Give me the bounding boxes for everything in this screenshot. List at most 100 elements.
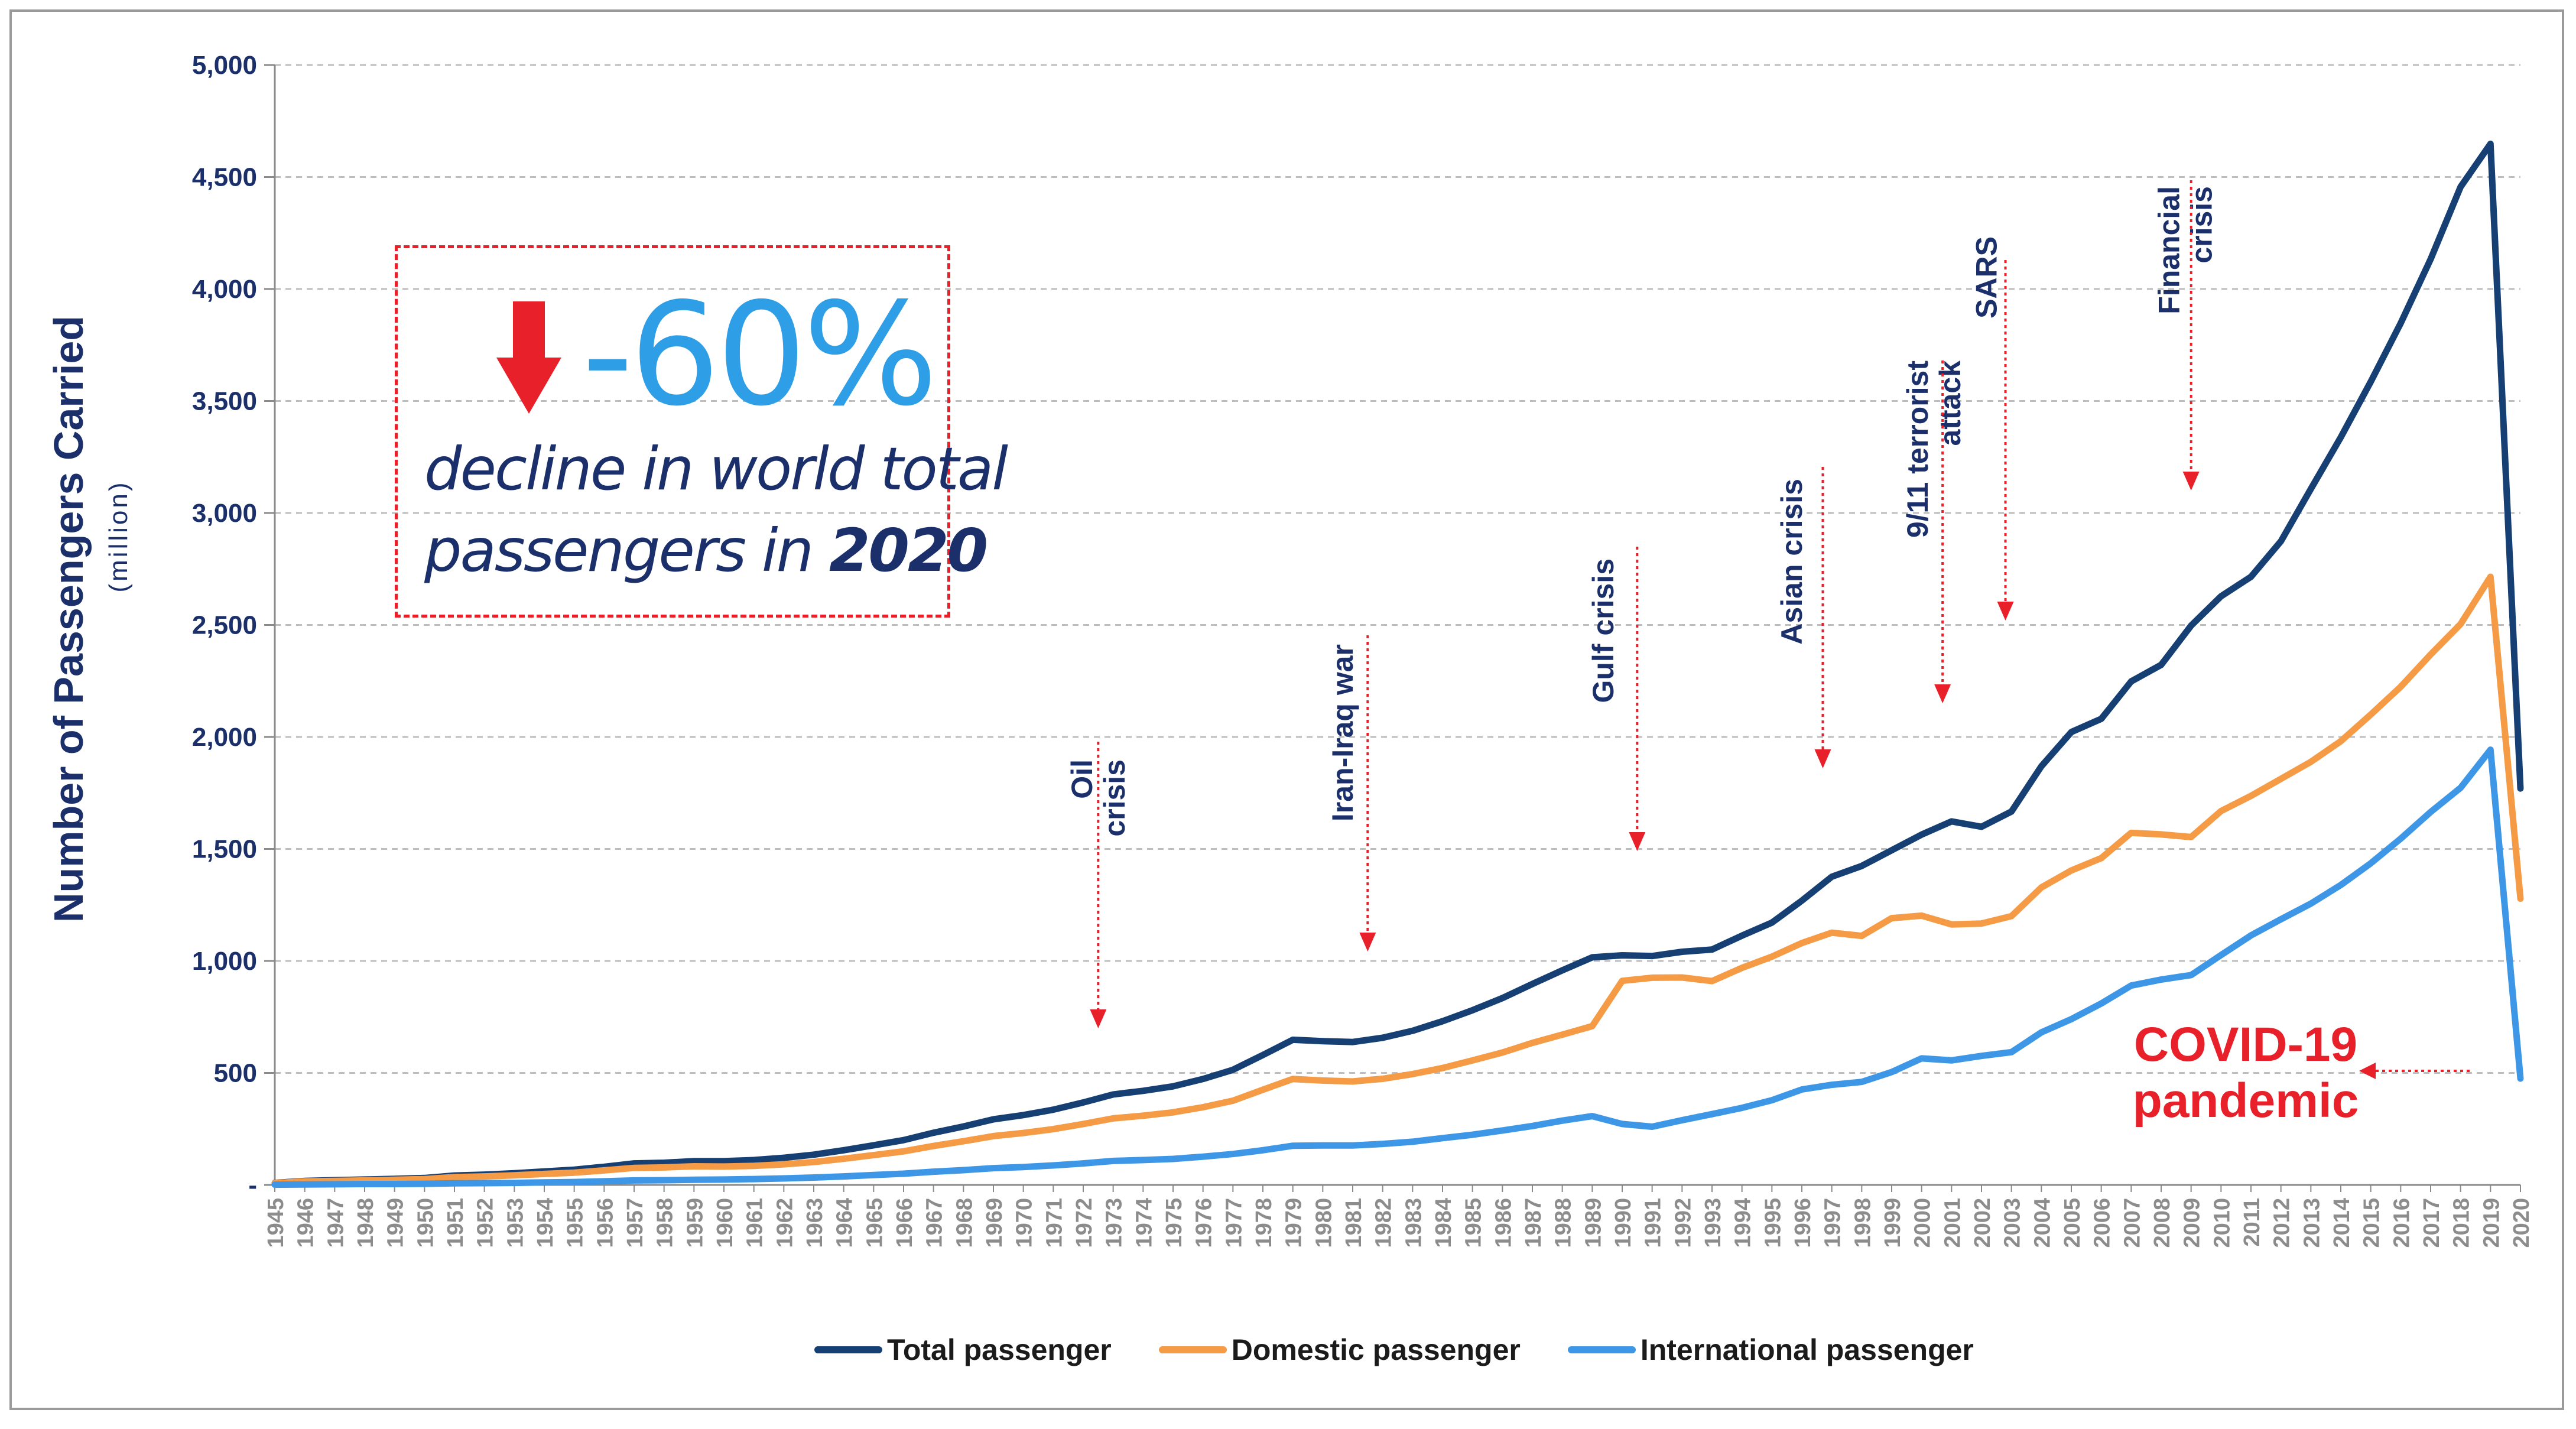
series-line-total [271, 140, 2524, 1187]
x-tick-label: 1985 [1461, 1198, 1486, 1248]
y-tick-label: 4,000 [192, 275, 257, 304]
x-tick-label: 1951 [443, 1198, 468, 1248]
x-tick-label: 2008 [2150, 1198, 2175, 1248]
x-tick-label: 2015 [2360, 1198, 2385, 1248]
x-tick-label: 1982 [1372, 1198, 1396, 1248]
legend-swatch-total [814, 1346, 882, 1353]
x-tick-label: 1968 [952, 1198, 977, 1248]
covid-label: pandemic [2133, 1074, 2359, 1128]
x-tick-label: 2012 [2270, 1198, 2295, 1248]
x-tick-label: 2016 [2389, 1198, 2414, 1248]
legend-label-international: International passenger [1640, 1333, 1974, 1366]
annotation-arrowhead [1997, 602, 2014, 621]
annotation-label: Gulf crisis [1587, 558, 1620, 703]
x-tick-label: 2010 [2210, 1198, 2234, 1248]
callout-text: decline in world total passengers in 202… [424, 428, 1008, 592]
legend-item-total: Total passenger [814, 1333, 1112, 1367]
legend-label-domestic: Domestic passenger [1231, 1333, 1521, 1366]
x-tick-label: 1980 [1311, 1198, 1336, 1248]
x-tick-label: 1946 [294, 1198, 319, 1248]
x-tick-label: 1991 [1641, 1198, 1666, 1248]
legend-label-total: Total passenger [887, 1333, 1112, 1366]
x-tick-label: 1958 [653, 1198, 678, 1248]
x-tick-label: 1967 [922, 1198, 947, 1248]
annotation-arrowhead [1814, 749, 1831, 768]
callout-line2: passengers in 2020 [424, 510, 1006, 592]
legend-item-domestic: Domestic passenger [1158, 1333, 1521, 1367]
x-tick-label: 2004 [2030, 1198, 2055, 1248]
annotation-label: Oil [1066, 759, 1099, 799]
x-tick-label: 1973 [1102, 1198, 1127, 1248]
y-tick-label: 1,500 [192, 835, 257, 864]
x-tick-label: 2018 [2450, 1198, 2474, 1248]
x-tick-label: 2014 [2330, 1198, 2354, 1248]
y-tick-label: 3,500 [192, 387, 257, 416]
x-tick-label: 2011 [2240, 1198, 2265, 1246]
x-tick-label: 1996 [1791, 1198, 1815, 1248]
x-tick-label: 2020 [2509, 1198, 2534, 1248]
x-tick-label: 1949 [384, 1198, 408, 1248]
annotation-label: attack [1934, 361, 1967, 446]
y-axis-title: Number of Passengers Carried [46, 316, 92, 923]
x-tick-label: 1953 [503, 1198, 528, 1248]
legend-item-international: International passenger [1567, 1333, 1974, 1367]
y-tick-label: 1,000 [192, 947, 257, 976]
x-tick-label: 1988 [1551, 1198, 1576, 1248]
x-tick-label: 2019 [2479, 1198, 2504, 1248]
x-tick-label: 1978 [1252, 1198, 1276, 1248]
x-tick-label: 1987 [1521, 1198, 1546, 1248]
x-tick-label: 1965 [862, 1198, 887, 1248]
x-tick-label: 1963 [803, 1198, 827, 1248]
x-tick-label: 1986 [1491, 1198, 1516, 1248]
y-tick-label: 2,000 [192, 723, 257, 752]
x-tick-label: 2002 [1970, 1198, 1995, 1248]
x-tick-label: 1976 [1192, 1198, 1217, 1248]
x-tick-label: 1948 [353, 1198, 378, 1248]
callout-line2-prefix: passengers in [424, 516, 829, 585]
x-tick-label: 2007 [2120, 1198, 2145, 1248]
callout-box [395, 245, 950, 618]
x-tick-label: 2013 [2299, 1198, 2324, 1248]
x-tick-label: 1989 [1581, 1198, 1606, 1248]
callout-year: 2020 [829, 516, 988, 585]
x-tick-label: 1955 [563, 1198, 588, 1248]
y-tick-label: - [248, 1171, 257, 1200]
x-tick-label: 1971 [1042, 1198, 1067, 1248]
x-tick-label: 1962 [772, 1198, 797, 1248]
annotation-label: Financial [2152, 186, 2185, 314]
x-tick-label: 1952 [473, 1198, 498, 1248]
x-tick-label: 1992 [1671, 1198, 1695, 1248]
x-tick-label: 1993 [1701, 1198, 1726, 1248]
series-line-international [271, 746, 2524, 1188]
annotation-arrowhead [2182, 472, 2200, 491]
x-tick-label: 1957 [623, 1198, 648, 1248]
annotation-label: 9/11 terrorist [1901, 361, 1934, 538]
legend-swatch-domestic [1158, 1346, 1227, 1353]
covid-label: COVID-19 [2134, 1018, 2357, 1071]
x-tick-label: 1983 [1401, 1198, 1426, 1248]
down-arrow-icon [496, 301, 561, 414]
x-tick-label: 1979 [1282, 1198, 1307, 1248]
annotation-arrowhead [1090, 1009, 1107, 1028]
annotation-label: Asian crisis [1775, 479, 1808, 645]
annotation-label: Iran-Iraq war [1326, 644, 1359, 821]
annotation-label: crisis [2185, 186, 2218, 264]
x-tick-label: 1945 [264, 1198, 288, 1248]
y-tick-label: 4,500 [192, 163, 257, 192]
callout-line1: decline in world total [424, 434, 1008, 504]
x-tick-label: 1969 [982, 1198, 1007, 1248]
x-tick-label: 2001 [1940, 1198, 1965, 1248]
chart-legend: Total passenger Domestic passenger Inter… [814, 1333, 2021, 1367]
x-tick-label: 1977 [1222, 1198, 1246, 1248]
annotation-arrowhead [1359, 933, 1376, 951]
covid-arrowhead [2359, 1063, 2376, 1079]
annotation-arrowhead [1629, 832, 1646, 851]
x-tick-label: 2000 [1911, 1198, 1935, 1248]
x-tick-label: 1984 [1431, 1198, 1456, 1248]
x-tick-label: 1994 [1731, 1198, 1756, 1248]
annotation-label: SARS [1970, 236, 2003, 319]
x-tick-label: 1975 [1162, 1198, 1187, 1248]
x-tick-label: 1970 [1012, 1198, 1037, 1248]
x-tick-label: 2009 [2180, 1198, 2205, 1248]
